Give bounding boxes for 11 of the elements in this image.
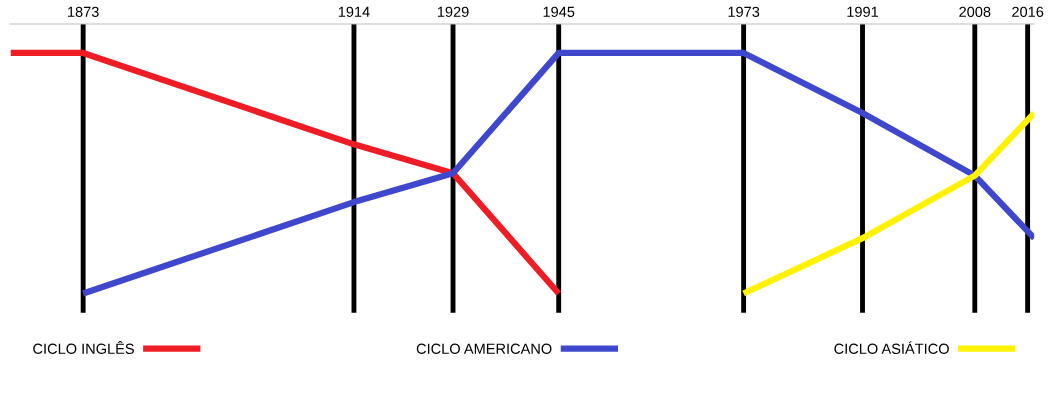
x-tick-label: 1973 xyxy=(728,6,760,18)
x-tick-label: 1873 xyxy=(68,6,99,18)
legend-label: CICLO INGLÊS xyxy=(33,341,134,354)
x-tick-label: 1914 xyxy=(338,6,370,18)
x-tick-label: 1991 xyxy=(847,6,879,18)
x-tick-label: 2008 xyxy=(959,6,991,18)
legend-label: CICLO AMERICANO xyxy=(416,343,552,354)
x-tick-label: 2016 xyxy=(1012,6,1044,18)
legend-label: CICLO ASIÁTICO xyxy=(834,341,949,354)
x-tick-label: 1929 xyxy=(437,6,469,18)
x-tick-label: 1945 xyxy=(543,6,575,18)
